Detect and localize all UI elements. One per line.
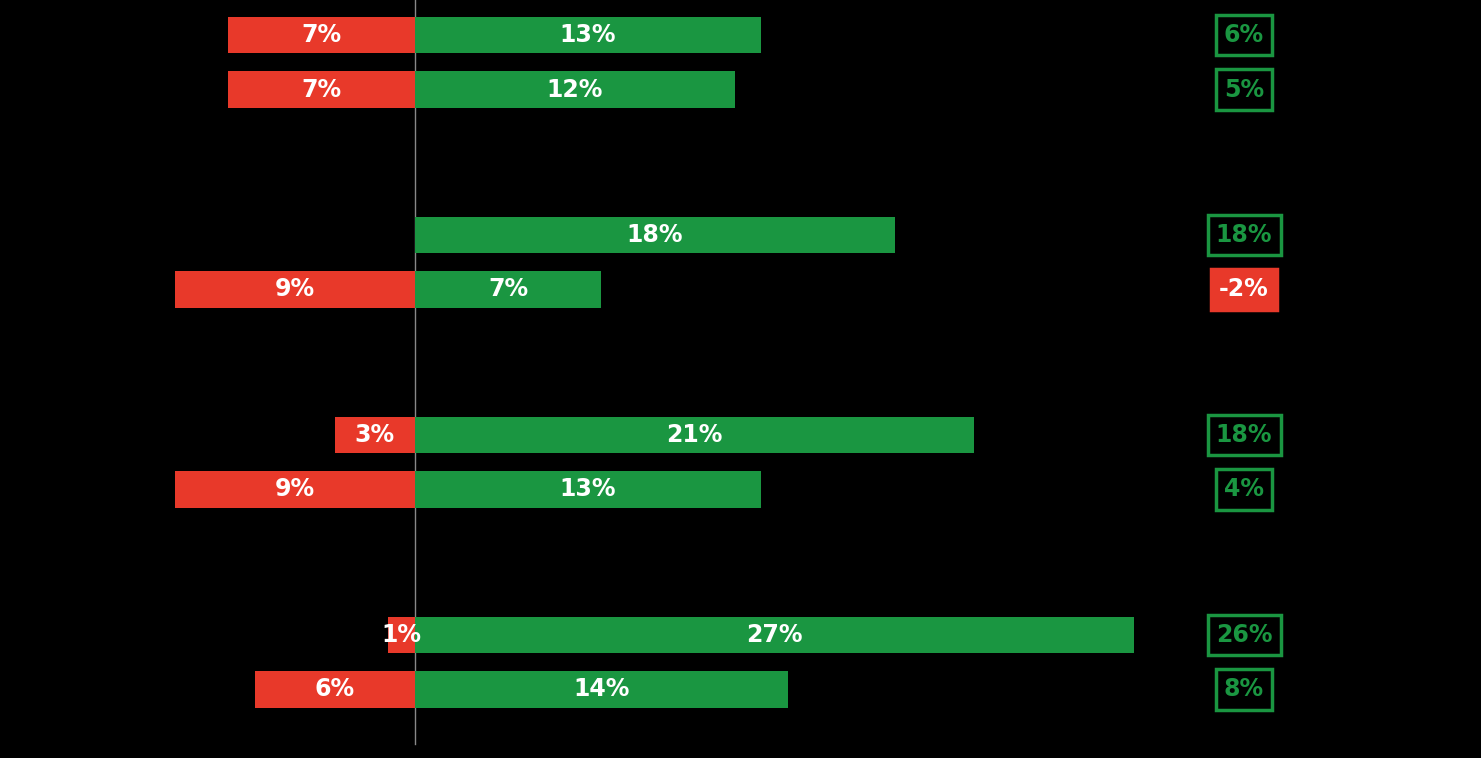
Bar — [175, 471, 415, 508]
Text: 5%: 5% — [1223, 77, 1265, 102]
Text: 21%: 21% — [666, 423, 723, 447]
Bar — [228, 17, 415, 53]
Text: 13%: 13% — [560, 23, 616, 47]
Text: 27%: 27% — [746, 623, 803, 647]
Bar — [415, 217, 895, 253]
Text: -2%: -2% — [1219, 277, 1269, 302]
Text: 6%: 6% — [314, 678, 355, 701]
Text: 9%: 9% — [274, 277, 315, 302]
Bar — [415, 71, 735, 108]
Text: 7%: 7% — [301, 23, 342, 47]
Text: 6%: 6% — [1223, 23, 1265, 47]
Text: 9%: 9% — [274, 478, 315, 502]
Text: 3%: 3% — [354, 423, 395, 447]
Bar — [388, 617, 415, 653]
Bar — [228, 71, 415, 108]
Bar — [415, 617, 1134, 653]
Bar — [415, 271, 601, 308]
Text: 18%: 18% — [1216, 423, 1272, 447]
Text: 26%: 26% — [1216, 623, 1272, 647]
Bar — [415, 17, 761, 53]
Text: 12%: 12% — [546, 77, 603, 102]
Bar — [175, 271, 415, 308]
Bar — [255, 672, 415, 708]
Bar — [415, 672, 788, 708]
Bar — [415, 471, 761, 508]
Text: 7%: 7% — [301, 77, 342, 102]
Text: 8%: 8% — [1223, 678, 1265, 701]
Text: 13%: 13% — [560, 478, 616, 502]
Text: 4%: 4% — [1223, 478, 1265, 502]
Bar — [335, 417, 415, 453]
Text: 7%: 7% — [487, 277, 529, 302]
Text: 1%: 1% — [381, 623, 422, 647]
Bar — [415, 417, 974, 453]
Text: 14%: 14% — [573, 678, 629, 701]
Text: 18%: 18% — [626, 223, 683, 247]
Text: 18%: 18% — [1216, 223, 1272, 247]
